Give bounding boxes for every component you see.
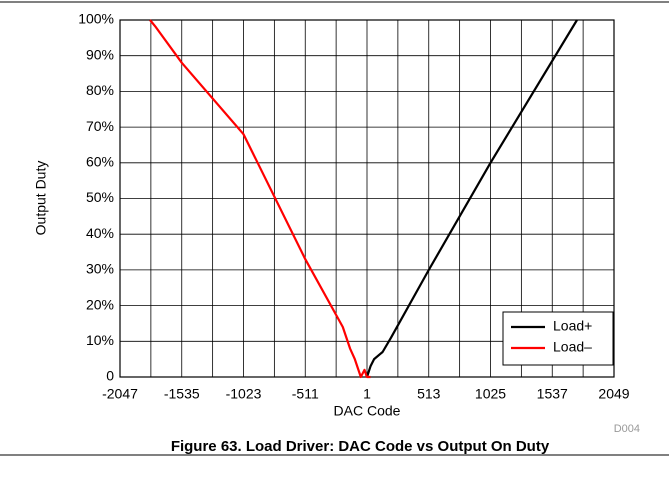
x-tick-label: -511 <box>292 386 319 402</box>
y-tick-label: 90% <box>86 46 114 62</box>
y-tick-label: 20% <box>86 296 114 312</box>
x-tick-label: -2047 <box>102 386 138 402</box>
y-tick-label: 60% <box>86 154 114 170</box>
x-tick-label: 2049 <box>598 386 629 402</box>
y-tick-label: 80% <box>86 82 114 98</box>
x-tick-label: -1023 <box>226 386 262 402</box>
y-tick-label: 100% <box>78 11 114 27</box>
y-tick-label: 50% <box>86 189 114 205</box>
y-tick-label: 40% <box>86 225 114 241</box>
x-tick-label: 1 <box>363 386 371 402</box>
x-tick-label: 1025 <box>475 386 506 402</box>
legend-box <box>502 311 614 366</box>
caption: Figure 63. Load Driver: DAC Code vs Outp… <box>171 438 550 455</box>
x-axis-label: DAC Code <box>334 403 401 419</box>
y-tick-label: 0 <box>106 368 114 384</box>
series-line <box>365 19 578 378</box>
y-tick-label: 10% <box>86 332 114 348</box>
figure-id: D004 <box>614 423 640 435</box>
legend-label: Load– <box>553 339 592 355</box>
x-tick-label: 513 <box>417 386 441 402</box>
y-tick-label: 30% <box>86 261 114 277</box>
y-tick-label: 70% <box>86 118 114 134</box>
x-tick-label: 1537 <box>537 386 568 402</box>
y-axis-label: Output Duty <box>33 161 49 236</box>
series-line <box>149 19 371 379</box>
legend-label: Load+ <box>553 318 592 334</box>
x-tick-label: -1535 <box>164 386 200 402</box>
